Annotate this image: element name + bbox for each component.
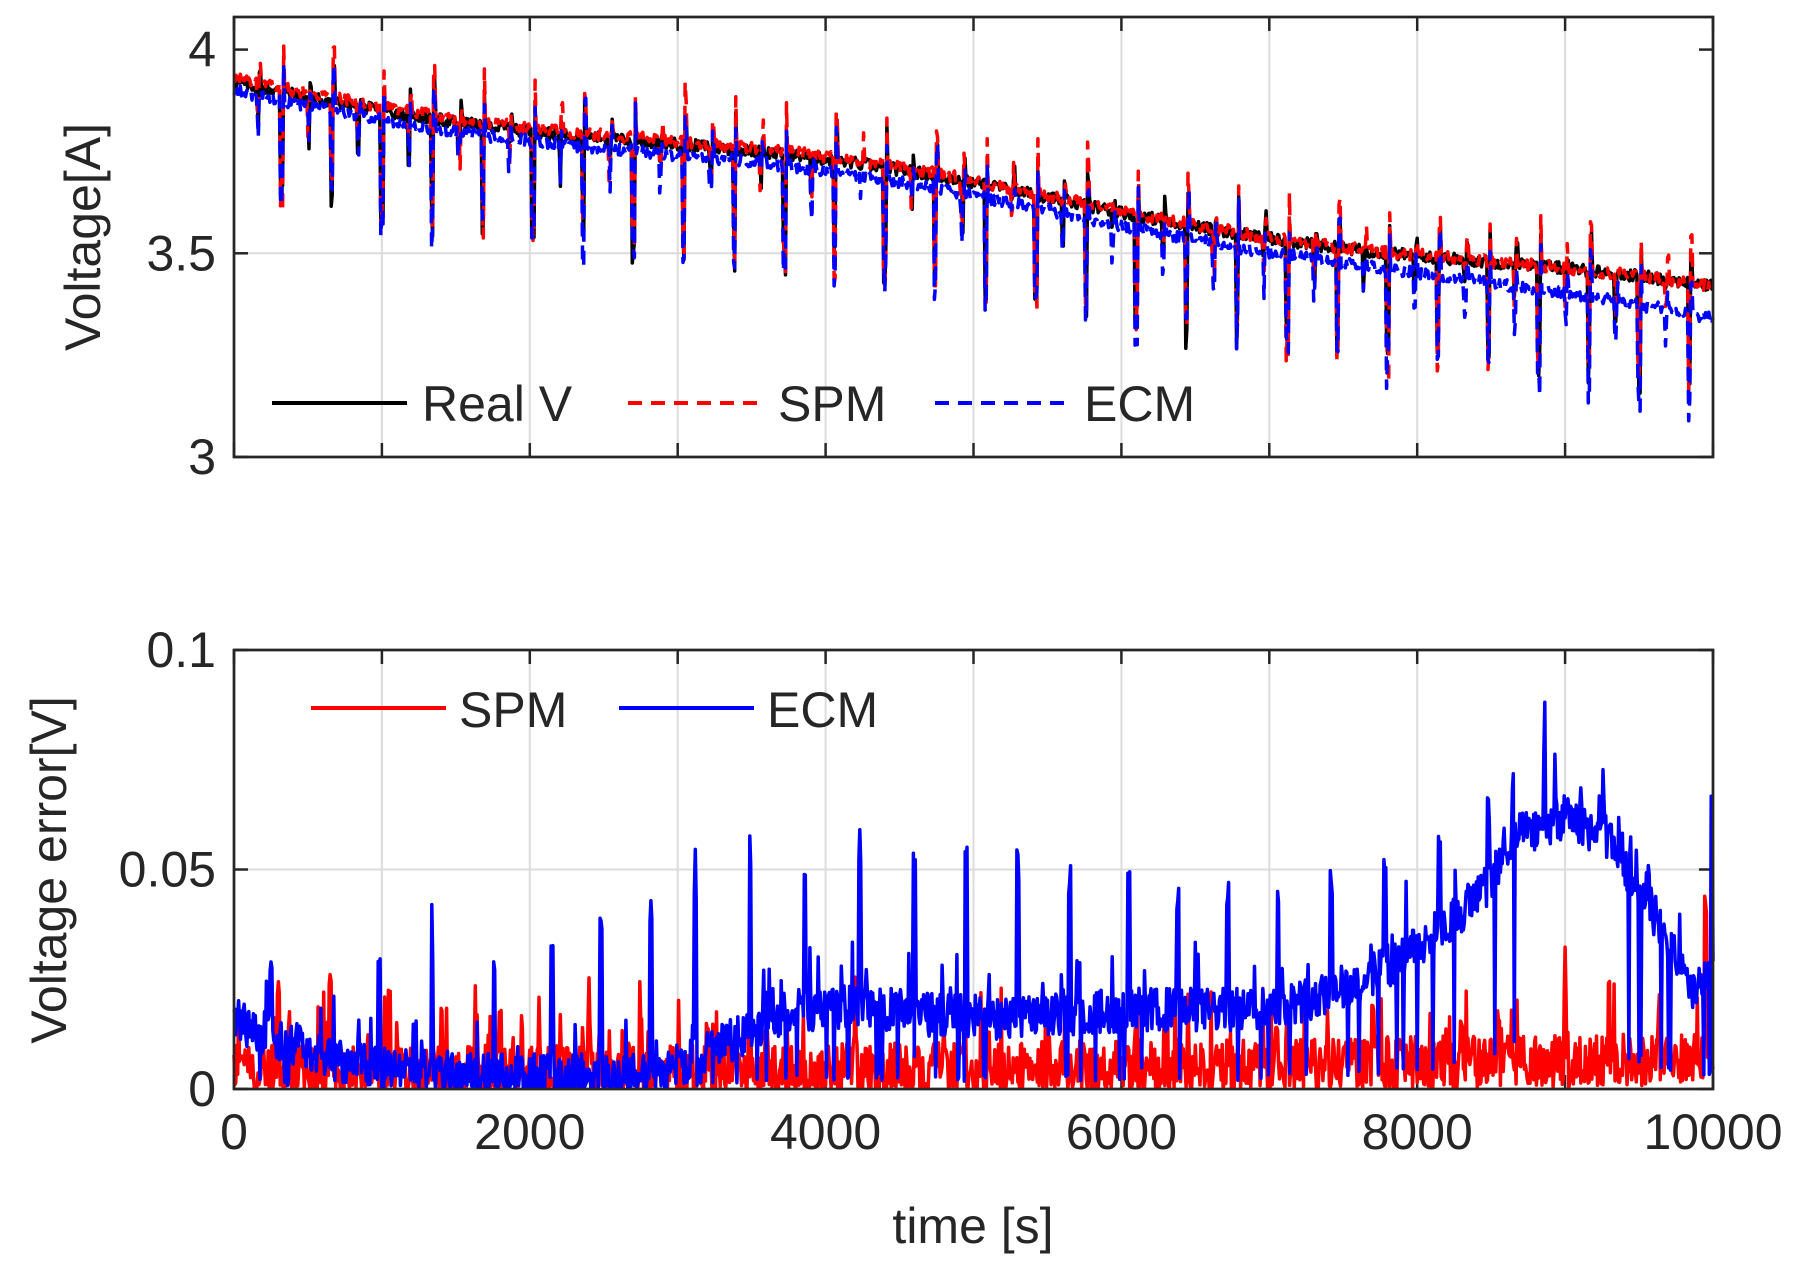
error-legend: SPM ECM	[311, 682, 878, 738]
error-ticks: 0 2000 4000 6000 8000 10000 0 0.05 0.1	[119, 622, 1783, 1160]
voltage-ytick-label: 4	[188, 22, 216, 78]
error-xtick-label: 6000	[1066, 1104, 1177, 1160]
error-xtick-label: 8000	[1362, 1104, 1473, 1160]
voltage-axes: 33.54 Voltage[A] Real V SPM ECM	[55, 15, 1715, 485]
voltage-grid	[234, 17, 1713, 457]
voltage-y-axis-label: Voltage[A]	[55, 123, 111, 351]
error-series-lines	[232, 700, 1715, 1090]
error-axes: 0 2000 4000 6000 8000 10000 0 0.05 0.1 Voltage e…	[21, 622, 1783, 1254]
error-x-axis-label: time [s]	[892, 1198, 1053, 1254]
voltage-series-ecm	[232, 62, 1715, 423]
voltage-legend-label-ecm: ECM	[1084, 376, 1195, 432]
error-legend-label-spm: SPM	[459, 682, 567, 738]
error-y-axis-label: Voltage error[V]	[21, 696, 77, 1043]
voltage-legend-label-spm: SPM	[778, 376, 886, 432]
error-ytick-label: 0	[188, 1061, 216, 1117]
error-xtick-label: 0	[220, 1104, 248, 1160]
voltage-ticks: 33.54	[146, 17, 1715, 485]
error-series-ecm	[232, 700, 1715, 1090]
error-xtick-label: 10000	[1643, 1104, 1782, 1160]
voltage-axes-frame	[232, 15, 1715, 459]
voltage-series-lines	[232, 44, 1715, 423]
voltage-ytick-label: 3	[188, 429, 216, 485]
error-legend-label-ecm: ECM	[767, 682, 878, 738]
error-ytick-label: 0.1	[146, 622, 216, 678]
voltage-series-spm	[232, 44, 1714, 393]
error-ytick-label: 0.05	[119, 842, 216, 898]
error-axes-frame	[232, 648, 1715, 1091]
voltage-legend: Real V SPM ECM	[272, 376, 1195, 432]
error-xtick-label: 4000	[770, 1104, 881, 1160]
error-xtick-label: 2000	[474, 1104, 585, 1160]
voltage-ytick-label: 3.5	[146, 225, 216, 281]
voltage-legend-label-real-v: Real V	[422, 376, 573, 432]
